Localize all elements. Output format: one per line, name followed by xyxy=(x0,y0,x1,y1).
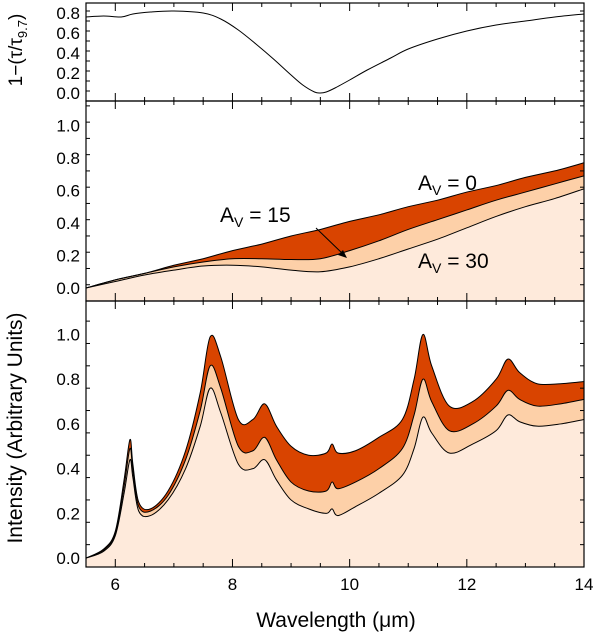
x-tick-label: 12 xyxy=(457,575,476,594)
area-av-30-continuum xyxy=(86,188,584,301)
area-av-30-pah-spectrum xyxy=(86,387,584,567)
line-av-15-continuum xyxy=(86,175,584,289)
y-tick-label: 0.8 xyxy=(56,149,80,168)
line-av-0-pah-spectrum xyxy=(86,334,584,559)
top-panel-y-title: 1−(τ/τ9.7) xyxy=(6,14,30,87)
y-tick-label: 0.2 xyxy=(56,246,80,265)
y-tick-label: 0.8 xyxy=(56,370,80,389)
arrow-av-15 xyxy=(315,227,347,258)
y-axis-title: Intensity (Arbitrary Units) xyxy=(4,312,27,543)
label-av-0: AV = 0 xyxy=(418,172,477,198)
top-panel-y-title-close: ) xyxy=(6,14,27,20)
top-panel-y-title-sub: 9.7 xyxy=(15,20,30,38)
y-tick-label: 0.2 xyxy=(56,504,80,523)
line-av-0-continuum xyxy=(86,162,584,289)
panel-frame xyxy=(85,300,585,568)
y-tick-label: 0.4 xyxy=(56,460,80,479)
panel-pah-spectrum: 0.0 0.2 0.4 0.6 0.8 1.0 xyxy=(56,300,585,568)
top-panel-y-title-main: 1−(τ/τ xyxy=(6,38,27,87)
y-tick-label: 0.0 xyxy=(56,549,80,568)
y-tick-label: 0.6 xyxy=(56,415,80,434)
y-tick-label: 0.2 xyxy=(56,64,80,83)
panel-continuum: 0.0 0.2 0.4 0.6 0.8 1.0 xyxy=(56,100,585,302)
y-tick-label: 0.4 xyxy=(56,44,80,63)
x-tick-label: 14 xyxy=(575,575,594,594)
label-av-30: AV = 30 xyxy=(418,250,489,276)
line-av-30-pah-spectrum xyxy=(86,387,584,559)
series-extinction-line xyxy=(86,10,584,94)
line-av-30-continuum xyxy=(86,188,584,289)
y-tick-label: 0.8 xyxy=(56,4,80,23)
x-tick-label: 10 xyxy=(340,575,359,594)
y-tick-label: 0.0 xyxy=(56,84,80,103)
x-tick-label: 6 xyxy=(111,575,120,594)
label-av-15: AV = 15 xyxy=(220,204,291,230)
panels: 0.00.20.40.60.80.00.20.40.60.81.00.00.20… xyxy=(56,2,594,594)
y-tick-label: 0.0 xyxy=(56,279,80,298)
y-tick-label: 0.6 xyxy=(56,24,80,43)
y-tick-label: 1.0 xyxy=(56,326,80,345)
y-tick-label: 0.6 xyxy=(56,181,80,200)
y-tick-label: 1.0 xyxy=(56,116,80,135)
x-axis-title: Wavelength (μm) xyxy=(256,609,416,632)
line-av-15-pah-spectrum xyxy=(86,364,584,559)
x-tick-label: 8 xyxy=(228,575,237,594)
y-tick-label: 0.4 xyxy=(56,214,80,233)
panel-frame xyxy=(85,2,585,102)
panel-extinction-profile: 0.00.20.40.60.8 xyxy=(56,2,585,103)
